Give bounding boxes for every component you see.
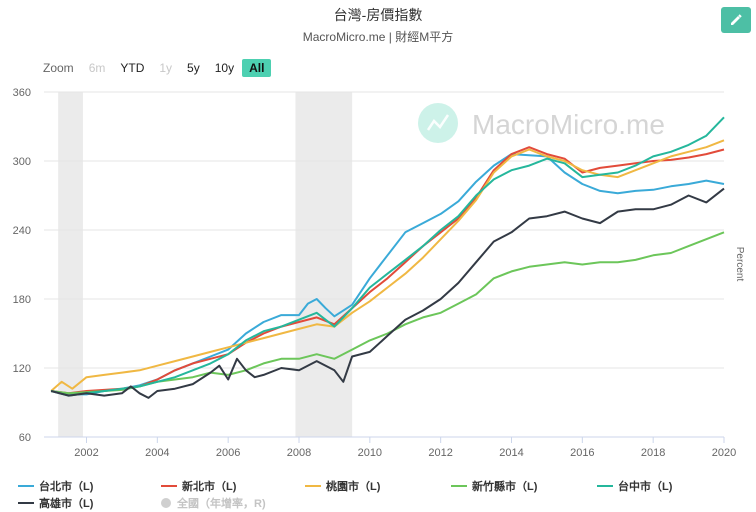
watermark-text: MacroMicro.me [472,109,665,140]
legend-item-new-taipei[interactable]: 新北市（L) [161,478,236,494]
x-tick-label: 2002 [74,447,98,459]
series-line-1[interactable] [50,146,725,395]
legend-item-hsinchu[interactable]: 新竹縣市（L) [451,478,537,494]
x-tick-label: 2020 [712,447,736,459]
x-tick-label: 2004 [145,447,169,459]
zoom-bar: Zoom 6m YTD 1y 5y 10y All [43,57,272,79]
x-tick-label: 2008 [287,447,311,459]
pencil-icon [731,14,742,25]
legend-item-taoyuan[interactable]: 桃園市（L) [305,478,380,494]
series-lines [50,116,725,399]
zoom-all-button[interactable]: All [242,59,272,77]
legend-swatch [18,502,34,504]
zoom-10y-button[interactable]: 10y [214,61,235,75]
legend: 台北市（L) 新北市（L) 桃園市（L) 新竹縣市（L) 台中市（L) 高雄市（… [14,478,754,512]
y-tick-label: 360 [13,87,31,99]
x-tick-label: 2016 [570,447,594,459]
legend-label: 桃園市（L) [326,481,381,493]
legend-label: 全國（年增率，R) [177,498,266,510]
legend-dot [161,498,171,508]
shaded-band [58,92,83,437]
x-tick-label: 2018 [641,447,665,459]
zoom-label: Zoom [43,61,74,75]
macromicro-logo-icon [418,103,458,143]
legend-swatch [451,485,467,487]
chart-subtitle: MacroMicro.me | 財經M平方 [302,30,454,44]
legend-swatch [161,485,177,487]
series-line-4[interactable] [50,116,725,397]
x-axis-ticks: 2002 2004 2006 2008 2010 2012 2014 2016 2018 2020 [74,437,736,459]
legend-label: 高雄市（L) [39,498,94,510]
legend-label: 台北市（L) [39,481,94,493]
y-axis-ticks: 60 120 180 240 300 360 [13,87,31,444]
legend-label: 台中市（L) [618,481,673,493]
series-line-2[interactable] [50,139,725,392]
y-tick-label: 240 [13,225,31,237]
legend-item-kaohsiung[interactable]: 高雄市（L) [18,495,93,511]
chart-title: 台灣-房價指數 [333,7,423,23]
legend-item-taichung[interactable]: 台中市（L) [597,478,672,494]
legend-item-taipei[interactable]: 台北市（L) [18,478,93,494]
legend-label: 新北市（L) [182,481,237,493]
watermark: MacroMicro.me [418,103,665,143]
x-tick-label: 2012 [428,447,452,459]
legend-swatch [18,485,34,487]
zoom-6m-button[interactable]: 6m [88,61,106,75]
shaded-band [295,92,353,437]
y-tick-label: 180 [13,294,31,306]
legend-swatch [597,485,613,487]
y-axis-title: Percent [734,247,745,282]
legend-swatch [305,485,321,487]
y-tick-label: 60 [19,432,31,444]
legend-label: 新竹縣市（L) [472,481,538,493]
y-tick-label: 120 [13,363,31,375]
zoom-1y-button[interactable]: 1y [159,61,173,75]
recession-bands [58,92,353,437]
legend-item-national[interactable]: 全國（年增率，R) [161,495,266,511]
edit-button[interactable] [721,7,751,33]
x-tick-label: 2014 [499,447,523,459]
zoom-5y-button[interactable]: 5y [187,61,200,75]
x-tick-label: 2006 [216,447,240,459]
series-line-5[interactable] [50,187,725,399]
x-tick-label: 2010 [358,447,382,459]
zoom-ytd-button[interactable]: YTD [120,61,145,75]
y-tick-label: 300 [13,156,31,168]
